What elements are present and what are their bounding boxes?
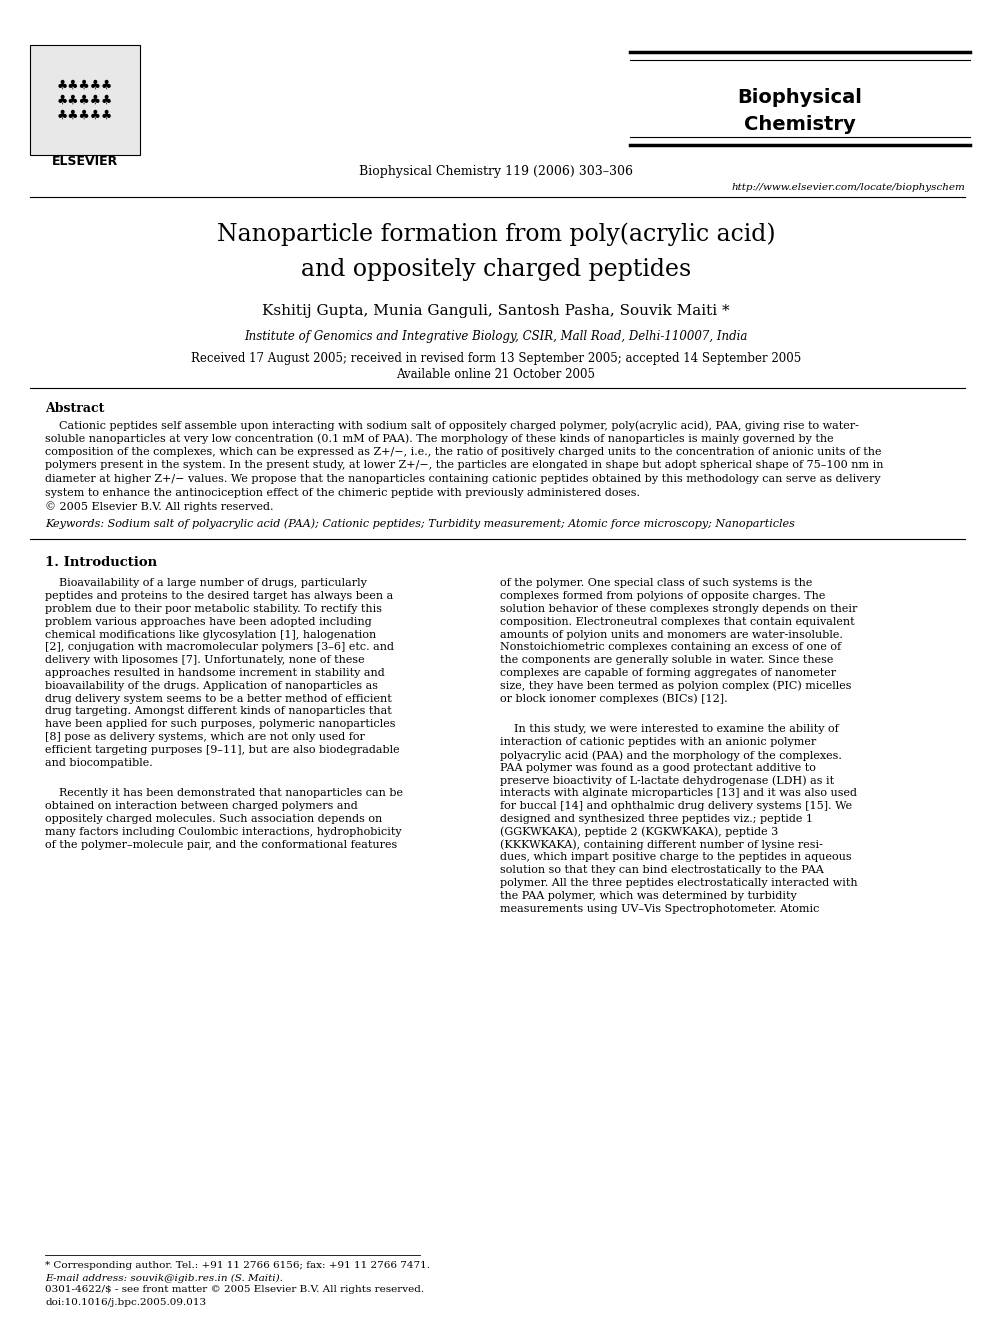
Text: 0301-4622/$ - see front matter © 2005 Elsevier B.V. All rights reserved.: 0301-4622/$ - see front matter © 2005 El…	[45, 1285, 425, 1294]
Text: oppositely charged molecules. Such association depends on: oppositely charged molecules. Such assoc…	[45, 814, 382, 824]
Text: Chemistry: Chemistry	[744, 115, 856, 134]
Text: many factors including Coulombic interactions, hydrophobicity: many factors including Coulombic interac…	[45, 827, 402, 837]
Text: * Corresponding author. Tel.: +91 11 2766 6156; fax: +91 11 2766 7471.: * Corresponding author. Tel.: +91 11 276…	[45, 1261, 430, 1270]
Text: efficient targeting purposes [9–11], but are also biodegradable: efficient targeting purposes [9–11], but…	[45, 745, 400, 755]
Text: Keywords: Sodium salt of polyacrylic acid (PAA); Cationic peptides; Turbidity me: Keywords: Sodium salt of polyacrylic aci…	[45, 519, 795, 529]
Text: the PAA polymer, which was determined by turbidity: the PAA polymer, which was determined by…	[500, 890, 797, 901]
Text: In this study, we were interested to examine the ability of: In this study, we were interested to exa…	[500, 725, 839, 734]
Text: chemical modifications like glycosylation [1], halogenation: chemical modifications like glycosylatio…	[45, 630, 376, 640]
Text: http://www.elsevier.com/locate/biophyschem: http://www.elsevier.com/locate/biophysch…	[731, 183, 965, 192]
Text: Nanoparticle formation from poly(acrylic acid): Nanoparticle formation from poly(acrylic…	[216, 222, 776, 246]
Text: preserve bioactivity of L-lactate dehydrogenase (LDH) as it: preserve bioactivity of L-lactate dehydr…	[500, 775, 834, 786]
Text: (GGKWKAKA), peptide 2 (KGKWKAKA), peptide 3: (GGKWKAKA), peptide 2 (KGKWKAKA), peptid…	[500, 827, 779, 837]
Text: for buccal [14] and ophthalmic drug delivery systems [15]. We: for buccal [14] and ophthalmic drug deli…	[500, 802, 852, 811]
Text: Biophysical Chemistry 119 (2006) 303–306: Biophysical Chemistry 119 (2006) 303–306	[359, 165, 633, 179]
Text: approaches resulted in handsome increment in stability and: approaches resulted in handsome incremen…	[45, 668, 385, 679]
Text: polyacrylic acid (PAA) and the morphology of the complexes.: polyacrylic acid (PAA) and the morpholog…	[500, 750, 842, 761]
Text: complexes formed from polyions of opposite charges. The: complexes formed from polyions of opposi…	[500, 591, 825, 601]
Text: composition. Electroneutral complexes that contain equivalent: composition. Electroneutral complexes th…	[500, 617, 855, 627]
Text: complexes are capable of forming aggregates of nanometer: complexes are capable of forming aggrega…	[500, 668, 836, 679]
Text: [2], conjugation with macromolecular polymers [3–6] etc. and: [2], conjugation with macromolecular pol…	[45, 643, 394, 652]
Text: 1. Introduction: 1. Introduction	[45, 557, 157, 569]
Text: problem various approaches have been adopted including: problem various approaches have been ado…	[45, 617, 372, 627]
Text: [8] pose as delivery systems, which are not only used for: [8] pose as delivery systems, which are …	[45, 732, 365, 742]
Text: Received 17 August 2005; received in revised form 13 September 2005; accepted 14: Received 17 August 2005; received in rev…	[190, 352, 802, 365]
Text: interacts with alginate microparticles [13] and it was also used: interacts with alginate microparticles […	[500, 789, 857, 798]
Text: designed and synthesized three peptides viz.; peptide 1: designed and synthesized three peptides …	[500, 814, 813, 824]
Bar	[30, 45, 140, 155]
Text: solution so that they can bind electrostatically to the PAA: solution so that they can bind electrost…	[500, 865, 823, 876]
Text: have been applied for such purposes, polymeric nanoparticles: have been applied for such purposes, pol…	[45, 720, 396, 729]
Text: Abstract: Abstract	[45, 402, 104, 415]
Text: system to enhance the antinociception effect of the chimeric peptide with previo: system to enhance the antinociception ef…	[45, 487, 640, 497]
Text: Available online 21 October 2005: Available online 21 October 2005	[397, 368, 595, 381]
Text: ELSEVIER: ELSEVIER	[52, 155, 118, 168]
Text: amounts of polyion units and monomers are water-insoluble.: amounts of polyion units and monomers ar…	[500, 630, 843, 640]
Text: soluble nanoparticles at very low concentration (0.1 mM of PAA). The morphology : soluble nanoparticles at very low concen…	[45, 434, 833, 445]
Text: problem due to their poor metabolic stability. To rectify this: problem due to their poor metabolic stab…	[45, 605, 382, 614]
Text: PAA polymer was found as a good protectant additive to: PAA polymer was found as a good protecta…	[500, 763, 815, 773]
Text: drug targeting. Amongst different kinds of nanoparticles that: drug targeting. Amongst different kinds …	[45, 706, 392, 717]
Text: ♣♣♣♣♣
♣♣♣♣♣
♣♣♣♣♣: ♣♣♣♣♣ ♣♣♣♣♣ ♣♣♣♣♣	[57, 78, 113, 122]
Text: measurements using UV–Vis Spectrophotometer. Atomic: measurements using UV–Vis Spectrophotome…	[500, 904, 819, 914]
Text: dues, which impart positive charge to the peptides in aqueous: dues, which impart positive charge to th…	[500, 852, 851, 863]
Text: the components are generally soluble in water. Since these: the components are generally soluble in …	[500, 655, 833, 665]
Text: Institute of Genomics and Integrative Biology, CSIR, Mall Road, Delhi-110007, In: Institute of Genomics and Integrative Bi…	[244, 329, 748, 343]
Text: delivery with liposomes [7]. Unfortunately, none of these: delivery with liposomes [7]. Unfortunate…	[45, 655, 365, 665]
Text: (KKKWKAKA), containing different number of lysine resi-: (KKKWKAKA), containing different number …	[500, 840, 823, 851]
Text: and biocompatible.: and biocompatible.	[45, 758, 153, 767]
Text: Recently it has been demonstrated that nanoparticles can be: Recently it has been demonstrated that n…	[45, 789, 403, 798]
Text: solution behavior of these complexes strongly depends on their: solution behavior of these complexes str…	[500, 605, 857, 614]
Text: drug delivery system seems to be a better method of efficient: drug delivery system seems to be a bette…	[45, 693, 392, 704]
Text: obtained on interaction between charged polymers and: obtained on interaction between charged …	[45, 802, 358, 811]
Text: doi:10.1016/j.bpc.2005.09.013: doi:10.1016/j.bpc.2005.09.013	[45, 1298, 206, 1307]
Text: interaction of cationic peptides with an anionic polymer: interaction of cationic peptides with an…	[500, 737, 816, 747]
Text: peptides and proteins to the desired target has always been a: peptides and proteins to the desired tar…	[45, 591, 393, 601]
Text: polymer. All the three peptides electrostatically interacted with: polymer. All the three peptides electros…	[500, 878, 858, 888]
Text: diameter at higher Z+/− values. We propose that the nanoparticles containing cat: diameter at higher Z+/− values. We propo…	[45, 474, 881, 484]
Text: Kshitij Gupta, Munia Ganguli, Santosh Pasha, Souvik Maiti *: Kshitij Gupta, Munia Ganguli, Santosh Pa…	[262, 304, 730, 318]
Text: Cationic peptides self assemble upon interacting with sodium salt of oppositely : Cationic peptides self assemble upon int…	[45, 419, 859, 430]
Text: polymers present in the system. In the present study, at lower Z+/−, the particl: polymers present in the system. In the p…	[45, 460, 884, 471]
Text: composition of the complexes, which can be expressed as Z+/−, i.e., the ratio of: composition of the complexes, which can …	[45, 447, 882, 456]
Text: or block ionomer complexes (BICs) [12].: or block ionomer complexes (BICs) [12].	[500, 693, 727, 704]
Text: of the polymer. One special class of such systems is the: of the polymer. One special class of suc…	[500, 578, 812, 589]
Text: Bioavailability of a large number of drugs, particularly: Bioavailability of a large number of dru…	[45, 578, 367, 589]
Text: Biophysical: Biophysical	[738, 89, 862, 107]
Text: E-mail address: souvik@igib.res.in (S. Maiti).: E-mail address: souvik@igib.res.in (S. M…	[45, 1274, 283, 1283]
Text: size, they have been termed as polyion complex (PIC) micelles: size, they have been termed as polyion c…	[500, 681, 851, 692]
Text: Nonstoichiometric complexes containing an excess of one of: Nonstoichiometric complexes containing a…	[500, 643, 841, 652]
Text: of the polymer–molecule pair, and the conformational features: of the polymer–molecule pair, and the co…	[45, 840, 397, 849]
Text: bioavailability of the drugs. Application of nanoparticles as: bioavailability of the drugs. Applicatio…	[45, 681, 378, 691]
Text: and oppositely charged peptides: and oppositely charged peptides	[301, 258, 691, 280]
Text: © 2005 Elsevier B.V. All rights reserved.: © 2005 Elsevier B.V. All rights reserved…	[45, 501, 274, 512]
